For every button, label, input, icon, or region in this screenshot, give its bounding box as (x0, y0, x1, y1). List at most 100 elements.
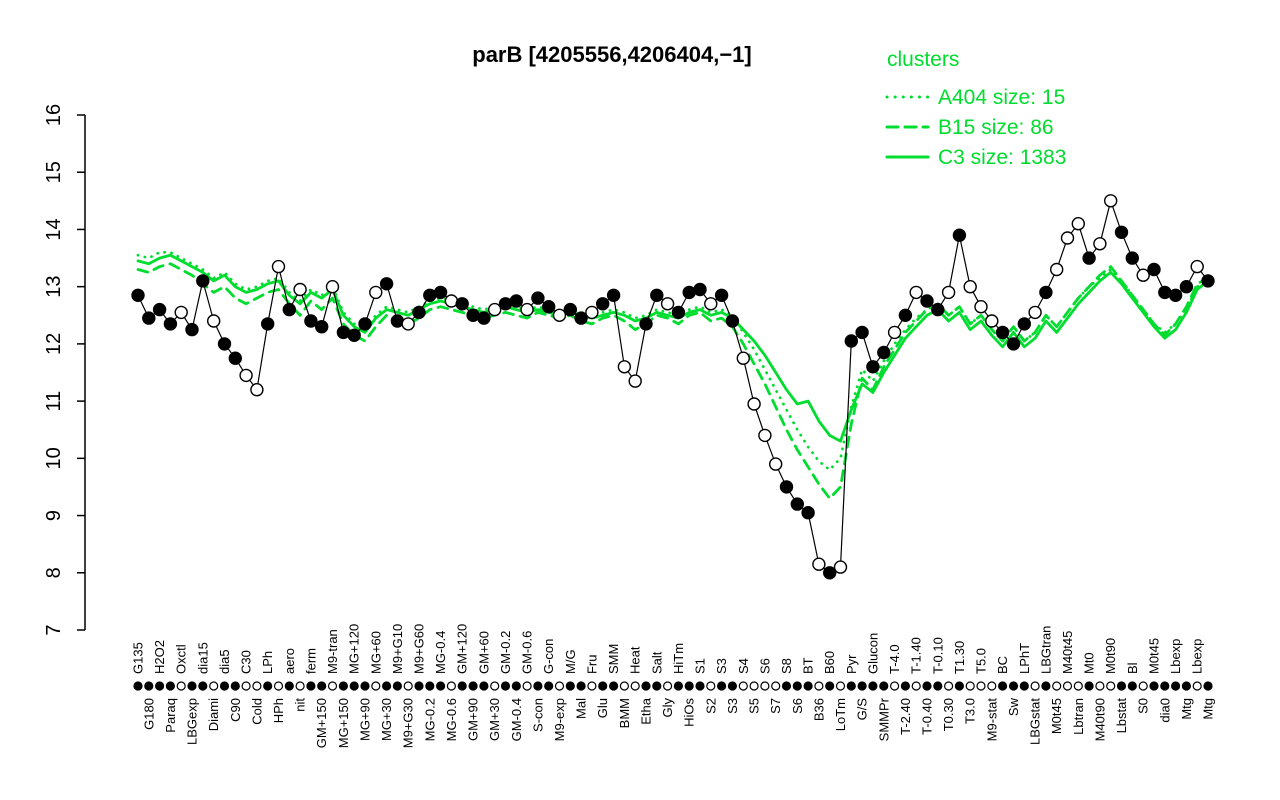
tick-symbol (987, 681, 997, 691)
tick-symbol (652, 681, 662, 691)
data-point (650, 288, 664, 302)
tick-symbol (900, 681, 911, 691)
data-point (412, 305, 426, 320)
data-point (1168, 288, 1183, 302)
data-point (1147, 262, 1161, 277)
x-tick-label: SMMPr (876, 697, 891, 741)
x-tick-label: MG-0.2 (422, 698, 437, 741)
tick-symbol (598, 681, 608, 691)
data-point (1125, 251, 1140, 265)
x-tick-label: aero (282, 648, 297, 674)
tick-symbol (457, 681, 467, 691)
data-point (736, 351, 750, 365)
x-tick-label: S1 (693, 658, 708, 674)
data-point (477, 311, 491, 325)
data-point (941, 285, 956, 300)
x-tick-label: Heat (628, 646, 643, 674)
x-tick-label: nit (293, 698, 308, 712)
data-point (315, 320, 329, 334)
x-tick-label: Cold (249, 698, 264, 725)
tick-symbol (976, 681, 986, 691)
data-point (228, 351, 243, 365)
x-tick-label: LBGtran (1038, 626, 1053, 674)
tick-symbol (165, 681, 175, 691)
data-point (433, 285, 448, 300)
x-tick-label: Fru (584, 655, 599, 675)
data-point (174, 305, 188, 320)
tick-symbol (889, 681, 900, 691)
y-tick-label: 9 (43, 510, 65, 521)
data-point (185, 322, 199, 337)
data-point (823, 566, 837, 580)
data-point (1179, 280, 1194, 294)
x-tick-label: HiTm (671, 643, 686, 674)
cluster-line-dotted (136, 250, 1210, 472)
tick-symbol (284, 681, 294, 691)
data-point (693, 282, 707, 297)
tick-symbol (522, 681, 532, 691)
tick-symbol (1084, 681, 1094, 691)
tick-symbol (1062, 681, 1073, 691)
x-tick-label: MG+150 (336, 698, 351, 748)
tick-symbol (1192, 681, 1202, 691)
tick-symbol (1041, 681, 1051, 691)
y-tick-label: 7 (43, 624, 65, 635)
y-tick-label: 10 (43, 447, 65, 469)
tick-symbol (1160, 681, 1170, 691)
data-point (758, 428, 772, 443)
x-tick-label: GM+150 (314, 698, 329, 748)
tick-symbol (306, 681, 316, 691)
x-tick-label: Paraq (163, 698, 178, 733)
tick-symbol (252, 681, 262, 691)
tick-symbol (662, 681, 673, 691)
chart-title: parB [4205556,4206404,−1] (472, 42, 752, 67)
x-tick-label: T-1.40 (909, 637, 924, 674)
x-tick-label: BC (995, 656, 1010, 674)
data-point (250, 383, 264, 397)
tick-symbol (209, 681, 219, 691)
tick-symbol (965, 681, 975, 691)
y-tick-label: 13 (43, 276, 65, 298)
legend-title: clusters (887, 48, 959, 71)
data-point (196, 274, 210, 288)
data-point (617, 360, 632, 374)
data-point (455, 297, 469, 311)
tick-symbol (446, 681, 456, 691)
data-point (261, 317, 275, 331)
tick-symbol (1095, 681, 1105, 691)
x-tick-label: S3 (714, 658, 729, 674)
tick-symbol (933, 681, 943, 691)
data-point (1114, 225, 1129, 240)
tick-symbol (684, 681, 694, 691)
tick-symbol (814, 681, 824, 691)
x-tick-label: B36 (811, 698, 826, 721)
data-point (239, 368, 253, 383)
data-point (563, 302, 577, 317)
x-tick-label: S8 (779, 658, 794, 674)
x-tick-label: M40t90 (1092, 698, 1107, 741)
tick-symbol (414, 681, 424, 691)
data-point (628, 374, 642, 388)
tick-symbol (382, 681, 392, 691)
data-point (1060, 231, 1075, 245)
x-tick-label: GM+60 (476, 631, 491, 674)
x-tick-label: Diami (206, 698, 221, 731)
x-tick-label: T-0.10 (930, 637, 945, 674)
data-point (801, 506, 815, 520)
data-point (347, 328, 361, 342)
tick-symbol (738, 681, 748, 691)
x-tick-label: S4 (736, 658, 751, 674)
data-point (325, 280, 340, 294)
data-point (866, 360, 880, 374)
tick-symbol (706, 681, 716, 691)
x-tick-label: M/G (563, 649, 578, 674)
x-tick-label: T-0.40 (920, 698, 935, 735)
tick-symbol (760, 681, 770, 691)
x-tick-label: LBGexp (185, 698, 200, 745)
tick-symbol (911, 681, 921, 691)
data-point (779, 480, 794, 494)
data-point (163, 317, 178, 331)
data-point (1039, 285, 1053, 300)
